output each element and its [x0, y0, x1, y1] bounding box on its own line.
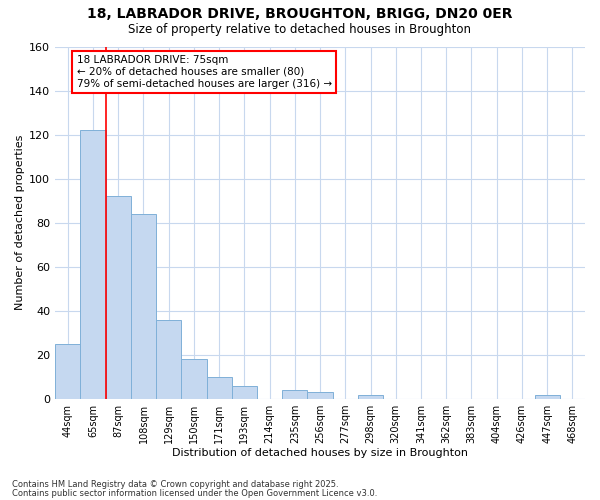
- Bar: [232, 386, 257, 399]
- X-axis label: Distribution of detached houses by size in Broughton: Distribution of detached houses by size …: [172, 448, 468, 458]
- Bar: [106, 196, 131, 399]
- Bar: [131, 214, 156, 399]
- Text: Size of property relative to detached houses in Broughton: Size of property relative to detached ho…: [128, 22, 472, 36]
- Bar: [307, 392, 332, 399]
- Bar: [181, 360, 206, 399]
- Text: Contains public sector information licensed under the Open Government Licence v3: Contains public sector information licen…: [12, 488, 377, 498]
- Text: 18 LABRADOR DRIVE: 75sqm
← 20% of detached houses are smaller (80)
79% of semi-d: 18 LABRADOR DRIVE: 75sqm ← 20% of detach…: [77, 56, 332, 88]
- Bar: [282, 390, 307, 399]
- Text: Contains HM Land Registry data © Crown copyright and database right 2025.: Contains HM Land Registry data © Crown c…: [12, 480, 338, 489]
- Bar: [535, 394, 560, 399]
- Y-axis label: Number of detached properties: Number of detached properties: [15, 135, 25, 310]
- Text: 18, LABRADOR DRIVE, BROUGHTON, BRIGG, DN20 0ER: 18, LABRADOR DRIVE, BROUGHTON, BRIGG, DN…: [87, 8, 513, 22]
- Bar: [358, 394, 383, 399]
- Bar: [206, 377, 232, 399]
- Bar: [156, 320, 181, 399]
- Bar: [80, 130, 106, 399]
- Bar: [55, 344, 80, 399]
